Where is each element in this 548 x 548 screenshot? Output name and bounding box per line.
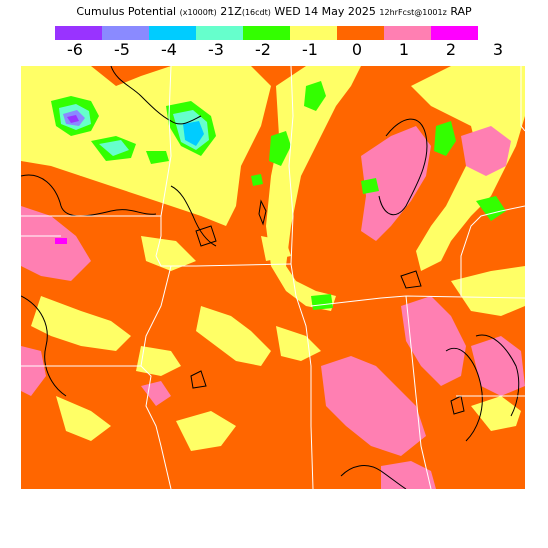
legend-tick-label: 2 xyxy=(445,40,457,59)
legend-tick-label: 0 xyxy=(351,40,363,59)
legend-swatch xyxy=(149,26,196,40)
cumulus-potential-map xyxy=(21,66,525,489)
map-title: Cumulus Potential (x1000ft) 21Z(16cdt) W… xyxy=(0,4,548,21)
legend-tick-label: -2 xyxy=(255,40,271,59)
legend-swatch xyxy=(290,26,337,40)
model-name: RAP xyxy=(450,5,472,18)
field-plus-one xyxy=(21,126,525,489)
legend-tick-label: -5 xyxy=(114,40,130,59)
legend-swatch xyxy=(55,26,102,40)
legend-swatch xyxy=(243,26,290,40)
map-graphic xyxy=(21,66,525,489)
legend-tick-label: 1 xyxy=(398,40,410,59)
field-minus-one xyxy=(21,66,525,451)
forecast-date: WED 14 May 2025 xyxy=(274,5,376,18)
legend-swatch xyxy=(384,26,431,40)
legend-swatch xyxy=(337,26,384,40)
color-legend xyxy=(55,26,478,40)
legend-tick-label: -6 xyxy=(67,40,83,59)
local-time: (16cdt) xyxy=(241,8,271,17)
valid-time: 21Z xyxy=(220,5,242,18)
legend-swatch xyxy=(431,26,478,40)
forecast-info: 12hrFcst@1001z xyxy=(379,8,447,17)
legend-tick-label: -4 xyxy=(161,40,177,59)
field-minus-four xyxy=(183,121,204,146)
legend-tick-label: -1 xyxy=(302,40,318,59)
field-name: Cumulus Potential xyxy=(76,5,177,18)
state-borders xyxy=(21,66,525,489)
legend-swatch xyxy=(196,26,243,40)
units-label: (x1000ft) xyxy=(179,8,217,17)
legend-swatch xyxy=(102,26,149,40)
terrain-contours xyxy=(21,66,520,489)
field-minus-six xyxy=(67,115,79,123)
legend-tick-labels: -6 -5 -4 -3 -2 -1 0 1 2 3 xyxy=(0,40,548,60)
field-plus-two xyxy=(55,238,67,244)
legend-tick-label: -3 xyxy=(208,40,224,59)
legend-tick-label: 3 xyxy=(492,40,504,59)
